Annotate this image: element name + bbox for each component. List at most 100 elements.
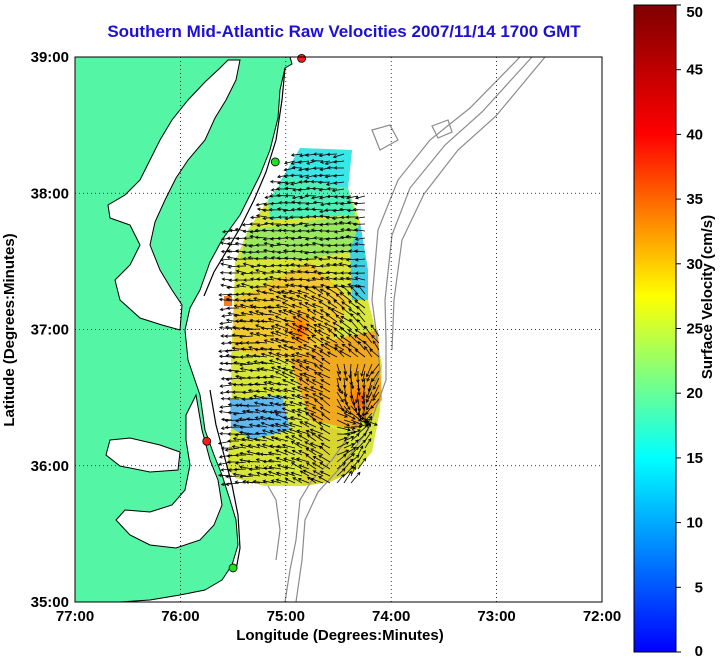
velocity-arrow (240, 311, 254, 316)
velocity-arrow (235, 269, 247, 274)
velocity-arrow (284, 478, 296, 484)
velocity-arrow (243, 236, 254, 241)
velocity-arrow (339, 257, 352, 261)
velocity-arrow (311, 207, 324, 212)
velocity-arrow (303, 407, 317, 414)
velocity-arrow (224, 349, 240, 353)
velocity-arrow (304, 270, 317, 274)
velocity-arrow (224, 325, 240, 330)
velocity-arrow (288, 289, 303, 295)
velocity-arrow (268, 351, 282, 358)
velocity-arrow (320, 379, 331, 386)
velocity-arrow (312, 470, 324, 477)
velocity-arrow (298, 180, 309, 184)
velocity-arrow (238, 430, 254, 435)
velocity-arrow (341, 306, 352, 316)
velocity-arrow (269, 338, 282, 344)
velocity-arrow (242, 262, 254, 267)
velocity-arrow (226, 397, 240, 401)
velocity-arrow (364, 423, 371, 435)
velocity-arrow (307, 336, 317, 344)
velocity-arrow (303, 386, 317, 393)
velocity-arrow (245, 353, 261, 358)
velocity-arrow (288, 309, 303, 316)
velocity-arrow (276, 365, 289, 372)
velocity-arrow (311, 356, 324, 365)
velocity-arrow (218, 461, 233, 466)
velocity-arrow (313, 329, 324, 337)
velocity-arrow (310, 413, 324, 421)
velocity-arrow (284, 471, 296, 477)
velocity-arrow (242, 257, 254, 261)
velocity-arrow (336, 398, 345, 412)
velocity-arrow (262, 290, 275, 295)
velocity-arrow (259, 415, 275, 421)
velocity-arrow (261, 271, 275, 275)
velocity-arrow (275, 330, 289, 337)
velocity-arrow (343, 412, 356, 420)
velocity-arrow (339, 335, 352, 344)
velocity-arrow (232, 412, 247, 416)
velocity-arrow (252, 394, 268, 400)
velocity-arrow (246, 292, 261, 297)
velocity-arrow (268, 347, 282, 351)
velocity-arrow (297, 160, 310, 164)
velocity-arrow (303, 294, 317, 302)
velocity-arrow (312, 418, 324, 428)
velocity-arrow (302, 359, 317, 365)
velocity-arrow (326, 152, 338, 157)
velocity-arrow (318, 257, 331, 262)
velocity-arrow (291, 387, 303, 393)
velocity-arrow (354, 299, 366, 309)
velocity-arrow (268, 359, 282, 365)
velocity-arrow (317, 294, 331, 302)
velocity-arrow (318, 173, 331, 178)
velocity-arrow (347, 291, 359, 302)
velocity-arrow (274, 371, 289, 379)
velocity-arrow (296, 386, 310, 393)
velocity-arrow (255, 289, 268, 295)
velocity-arrow (270, 366, 282, 372)
velocity-arrow (336, 412, 348, 418)
station-marker (202, 436, 212, 446)
velocity-arrow (262, 459, 275, 464)
velocity-arrow (266, 416, 282, 421)
velocity-arrow (283, 160, 296, 165)
velocity-arrow (238, 334, 254, 339)
velocity-arrow (319, 350, 331, 358)
velocity-arrow (274, 337, 289, 344)
velocity-arrow (282, 422, 296, 428)
velocity-arrow (347, 329, 359, 337)
velocity-arrow (311, 276, 324, 281)
velocity-arrow (369, 348, 380, 358)
velocity-arrow (239, 425, 254, 430)
velocity-arrow (218, 297, 233, 302)
velocity-arrow (295, 457, 310, 463)
velocity-arrow (240, 347, 254, 351)
velocity-arrow (245, 409, 261, 414)
velocity-arrow (295, 352, 310, 358)
plot-frame (74, 56, 603, 603)
velocity-arrow (234, 461, 247, 465)
velocity-arrow (339, 292, 352, 302)
velocity-arrow (298, 250, 310, 254)
velocity-arrow (343, 458, 354, 470)
velocity-arrow (277, 345, 289, 351)
velocity-arrow (269, 429, 282, 435)
velocity-arrow (356, 312, 366, 323)
velocity-arrow (256, 263, 268, 268)
velocity-arrow (270, 423, 282, 428)
velocity-arrow (235, 418, 247, 423)
velocity-arrow (356, 318, 366, 330)
velocity-arrow (277, 215, 289, 219)
velocity-arrow (360, 363, 366, 377)
velocity-arrow (319, 471, 331, 477)
velocity-arrow (319, 385, 331, 393)
velocity-arrow (327, 306, 338, 316)
velocity-arrow (345, 276, 359, 281)
velocity-arrow (267, 310, 282, 316)
velocity-arrow (275, 388, 289, 393)
hf-radar-stations (202, 53, 307, 573)
velocity-arrow (220, 446, 233, 450)
velocity-arrow (333, 299, 345, 309)
